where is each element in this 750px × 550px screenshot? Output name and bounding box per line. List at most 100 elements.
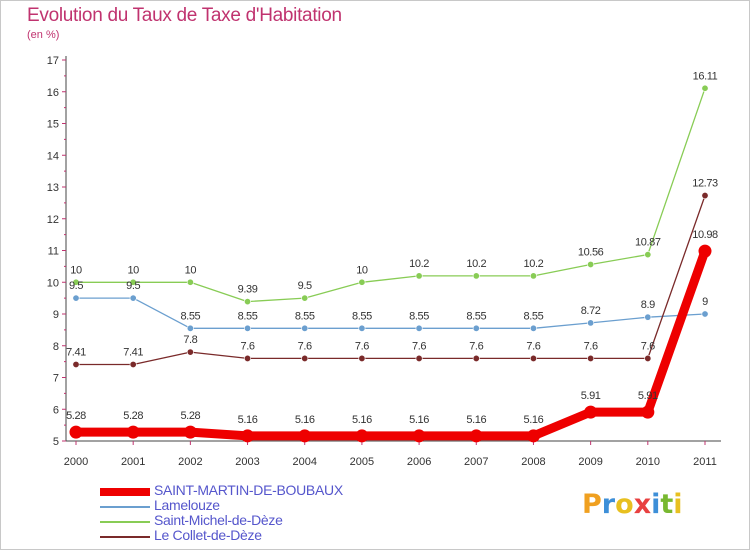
data-label: 9.5 [126,280,140,292]
chart-title: Evolution du Taux de Taxe d'Habitation [27,5,342,26]
unit-label: (en %) [27,29,60,41]
data-point [126,425,140,439]
y-tick-label: 9 [53,309,59,321]
legend-item: Lamelouze [100,497,420,515]
data-label: 12.73 [692,178,718,190]
y-tick-label: 8 [53,341,59,353]
data-point [301,294,309,302]
legend-label: Lamelouze [154,497,220,513]
x-tick-label: 2000 [64,456,88,468]
data-label: 16.11 [693,70,718,82]
data-point [415,324,423,332]
y-tick-label: 6 [53,404,59,416]
series-line [75,87,706,303]
data-point [415,354,423,362]
data-point [244,298,252,306]
data-point [244,324,252,332]
data-label: 8.55 [238,310,258,322]
data-point [472,272,480,280]
legend-item: Le Collet-de-Dèze [100,527,420,545]
data-point [301,354,309,362]
data-point [244,354,252,362]
data-point [529,272,537,280]
series-line [71,246,710,441]
data-point [641,405,655,419]
data-label: 10.2 [466,258,486,270]
x-tick-label: 2008 [521,456,545,468]
data-point [644,251,652,259]
data-point [701,310,709,318]
data-point [529,354,537,362]
legend-swatch [100,488,150,496]
x-tick-label: 2001 [121,456,145,468]
data-label: 10 [356,264,368,276]
data-point [472,354,480,362]
data-label: 5.16 [295,414,315,426]
y-tick-label: 17 [47,55,59,67]
y-tick-label: 15 [47,119,59,131]
data-label: 8.55 [409,310,429,322]
data-point [298,429,312,443]
x-tick-label: 2005 [350,456,374,468]
data-point [241,429,255,443]
chart-axes: 5 6 7 8 9 10 11 12 13 14 15 16 17 2000 2001 2002 2003 200… [47,55,721,468]
y-tick-label: 11 [48,246,59,258]
logo-letter: i [673,489,683,520]
legend-swatch [100,536,150,538]
data-label: 5.16 [409,414,429,426]
data-point [412,429,426,443]
data-label: 10.87 [635,237,661,249]
data-label: 10.2 [409,258,429,270]
y-tick-label: 12 [47,214,59,226]
data-point [587,260,595,268]
data-label: 7.6 [526,340,540,352]
data-point [644,354,652,362]
x-tick-label: 2003 [235,456,259,468]
y-tick-label: 5 [53,436,59,448]
data-label: 9.39 [238,284,258,296]
series-line [75,194,706,366]
data-label: 10 [127,264,139,276]
data-point [469,429,483,443]
y-tick-label: 7 [53,373,59,385]
data-point [358,278,366,286]
data-label: 7.8 [183,334,197,346]
x-tick-label: 2010 [636,456,660,468]
y-tick-label: 16 [47,87,59,99]
data-label: 7.6 [584,340,598,352]
data-point [183,425,197,439]
data-label: 7.41 [123,346,143,358]
data-point [186,278,194,286]
legend-label: Le Collet-de-Dèze [154,527,262,543]
data-label: 8.55 [295,310,315,322]
logo-letter: i [651,489,661,520]
series-lines [69,84,712,443]
data-label: 10.2 [524,258,544,270]
data-point [415,272,423,280]
data-point [69,425,83,439]
data-point [584,405,598,419]
data-label: 8.9 [641,299,655,311]
data-point [644,313,652,321]
data-point [472,324,480,332]
x-tick-label: 2004 [292,456,316,468]
data-point [301,324,309,332]
data-labels: 5.28 5.28 5.28 5.16 5.16 5.16 5.16 5.16 5.16 5.91… [66,70,718,426]
data-label: 10 [70,264,82,276]
data-label: 10.98 [692,229,718,241]
data-point [701,192,709,200]
y-tick-label: 14 [47,150,59,162]
series-line [75,297,706,329]
data-point [526,429,540,443]
data-label: 7.41 [66,346,86,358]
legend-swatch [100,521,150,523]
legend-swatch [100,506,150,508]
data-label: 8.72 [581,305,601,317]
data-label: 5.91 [638,390,658,402]
data-label: 5.16 [524,414,544,426]
data-label: 9.5 [69,280,83,292]
data-label: 5.16 [466,414,486,426]
data-label: 5.91 [581,390,601,402]
